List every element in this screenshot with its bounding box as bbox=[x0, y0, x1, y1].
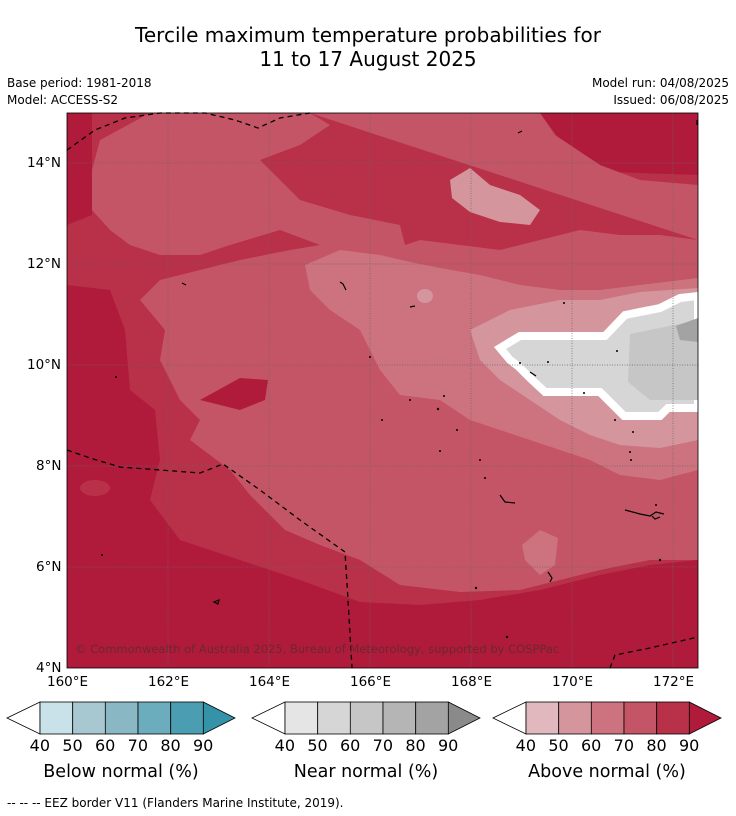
above-normal-title: Above normal (%) bbox=[528, 762, 686, 782]
above-tick-50: 50 bbox=[548, 736, 569, 755]
lat-label-14n: 14°N bbox=[27, 155, 62, 171]
above-tick-40: 40 bbox=[515, 736, 536, 755]
lon-label-162e: 162°E bbox=[148, 674, 190, 690]
lat-label-8n: 8°N bbox=[36, 458, 62, 474]
near-tick-70: 70 bbox=[372, 736, 393, 755]
island-dots bbox=[101, 302, 662, 639]
chart-title-line2: 11 to 17 August 2025 bbox=[259, 47, 477, 71]
copyright-notice: © Commonwealth of Australia 2025, Bureau… bbox=[75, 642, 559, 656]
eez-footer-note: -- -- -- EEZ border V11 (Flanders Marine… bbox=[7, 796, 344, 810]
below-tick-50: 50 bbox=[62, 736, 83, 755]
below-tick-90: 90 bbox=[192, 736, 214, 755]
islands bbox=[181, 120, 698, 605]
above-tick-60: 60 bbox=[580, 736, 602, 755]
near-tick-60: 60 bbox=[339, 736, 361, 755]
below-tick-60: 60 bbox=[94, 736, 116, 755]
model-run: Model run: 04/08/2025 bbox=[591, 76, 729, 90]
chart-title-line1: Tercile maximum temperature probabilitie… bbox=[135, 23, 601, 47]
lon-label-166e: 166°E bbox=[350, 674, 392, 690]
issued-date: Issued: 06/08/2025 bbox=[613, 93, 729, 107]
below-tick-80: 80 bbox=[160, 736, 181, 755]
lat-label-6n: 6°N bbox=[36, 559, 62, 575]
above-tick-80: 80 bbox=[646, 736, 667, 755]
lat-label-10n: 10°N bbox=[27, 357, 62, 373]
below-tick-40: 40 bbox=[29, 736, 50, 755]
graticule bbox=[67, 113, 698, 668]
colorbar-near bbox=[251, 701, 481, 735]
lat-label-4n: 4°N bbox=[36, 660, 62, 676]
lon-label-160e: 160°E bbox=[47, 674, 89, 690]
model-name: Model: ACCESS-S2 bbox=[7, 93, 119, 107]
near-normal-peak bbox=[676, 318, 698, 342]
lat-label-12n: 12°N bbox=[27, 256, 62, 272]
below-normal-title: Below normal (%) bbox=[43, 762, 199, 782]
base-period: Base period: 1981-2018 bbox=[7, 76, 152, 90]
lon-label-168e: 168°E bbox=[451, 674, 493, 690]
lon-label-170e: 170°E bbox=[552, 674, 594, 690]
near-tick-90: 90 bbox=[437, 736, 459, 755]
map-frame bbox=[66, 112, 699, 669]
lon-label-164e: 164°E bbox=[249, 674, 291, 690]
near-normal-title: Near normal (%) bbox=[293, 762, 439, 782]
colorbar-above bbox=[492, 701, 722, 735]
colorbar-below bbox=[6, 701, 236, 735]
probability-contours bbox=[67, 113, 698, 668]
above-tick-70: 70 bbox=[613, 736, 634, 755]
near-tick-50: 50 bbox=[307, 736, 328, 755]
above-tick-90: 90 bbox=[678, 736, 700, 755]
lon-label-172e: 172°E bbox=[653, 674, 695, 690]
contour-small-patches bbox=[80, 281, 558, 575]
near-tick-40: 40 bbox=[274, 736, 295, 755]
near-tick-80: 80 bbox=[405, 736, 426, 755]
below-tick-70: 70 bbox=[127, 736, 148, 755]
